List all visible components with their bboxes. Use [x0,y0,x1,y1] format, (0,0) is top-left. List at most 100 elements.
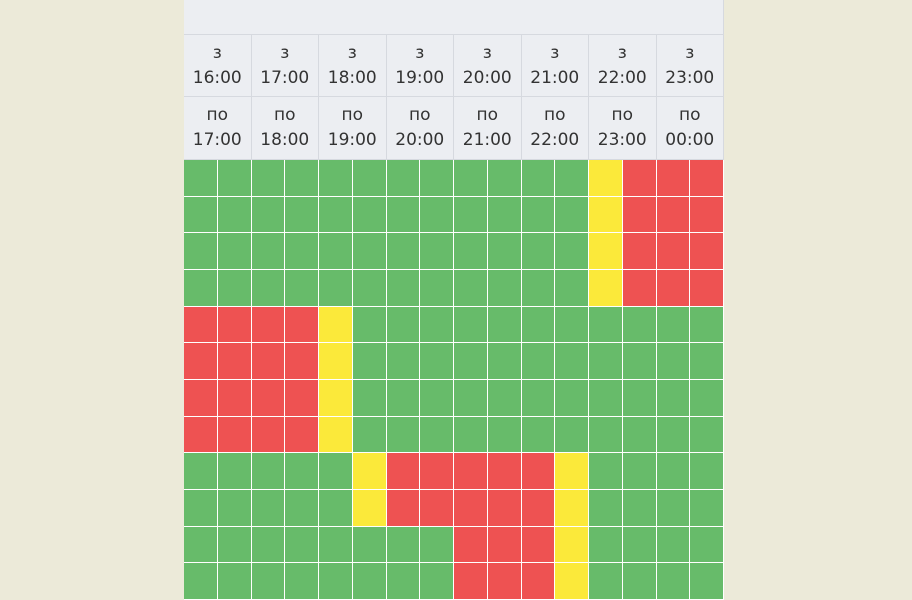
status-cell [251,416,286,454]
status-cell [487,270,522,307]
header-text: з [280,43,290,63]
status-cell [420,306,454,344]
status-cell [184,270,218,307]
status-cell [184,416,218,454]
time-to-header: по 17:00 [184,97,252,160]
header-text: з [482,43,492,63]
status-cell [352,160,387,197]
status-cell [555,380,589,417]
status-cell [285,306,319,344]
status-cell [487,306,522,344]
status-cell [656,306,691,344]
status-cell [622,563,657,600]
time-to-header: по 19:00 [319,97,387,160]
status-cell [184,343,218,380]
status-cell [656,343,691,380]
time-to-header: по 23:00 [589,97,657,160]
status-cell [690,343,724,380]
status-cell [656,563,691,600]
status-cell [487,526,522,564]
status-cell [352,196,387,234]
status-cell [285,490,319,527]
status-cell [352,380,387,417]
status-cell [285,563,319,600]
header-text: 22:00 [530,130,580,150]
time-to-header: по 18:00 [251,97,319,160]
status-cell [622,196,657,234]
status-cell [454,306,488,344]
status-cell [319,453,353,490]
status-cell [656,490,691,527]
status-cell [352,270,387,307]
status-cell [285,196,319,234]
status-cell [690,453,724,490]
status-cell [184,490,218,527]
header-text: 21:00 [462,130,512,150]
status-cell [217,196,252,234]
status-cell [352,306,387,344]
header-text: з [617,43,627,63]
status-cell [690,380,724,417]
status-cell [386,270,421,307]
status-cell [555,416,589,454]
status-cell [217,416,252,454]
status-cell [285,453,319,490]
status-cell [285,526,319,564]
status-cell [420,490,454,527]
status-cell [420,343,454,380]
header-text: 20:00 [462,68,512,88]
status-cell [690,306,724,344]
status-cell [589,233,623,270]
status-cell [454,380,488,417]
status-cell [319,380,353,417]
status-cell [622,380,657,417]
time-to-header: по 22:00 [521,97,589,160]
status-cell [386,416,421,454]
status-cell [487,160,522,197]
status-cell [319,343,353,380]
status-cell [555,270,589,307]
header-text: по [678,105,701,125]
status-cell [285,160,319,197]
status-cell [622,160,657,197]
status-cell [656,416,691,454]
status-cell [622,270,657,307]
status-cell [420,380,454,417]
header-text: з [212,43,222,63]
status-cell [285,380,319,417]
status-cell [251,196,286,234]
status-cell [352,453,387,490]
status-cell [454,160,488,197]
status-cell [454,270,488,307]
time-from-header: з 18:00 [319,35,387,97]
status-cell [487,343,522,380]
status-cell [656,196,691,234]
status-cell [285,233,319,270]
header-text: 21:00 [530,68,580,88]
status-cell [521,490,556,527]
status-cell [420,160,454,197]
status-cell [251,343,286,380]
status-cell [521,416,556,454]
status-cell [319,416,353,454]
status-cell [656,160,691,197]
header-text: 18:00 [327,68,377,88]
time-to-header: по 20:00 [386,97,454,160]
status-cell [555,160,589,197]
status-cell [352,343,387,380]
status-cell [690,416,724,454]
status-cell [589,563,623,600]
status-cell [589,526,623,564]
status-cell [319,526,353,564]
status-cell [521,526,556,564]
status-cell [251,380,286,417]
status-cell [589,270,623,307]
status-cell [184,160,218,197]
status-cell [622,343,657,380]
status-cell [420,270,454,307]
status-cell [487,490,522,527]
status-cell [319,490,353,527]
status-cell [487,380,522,417]
status-cell [555,233,589,270]
status-cell [555,196,589,234]
